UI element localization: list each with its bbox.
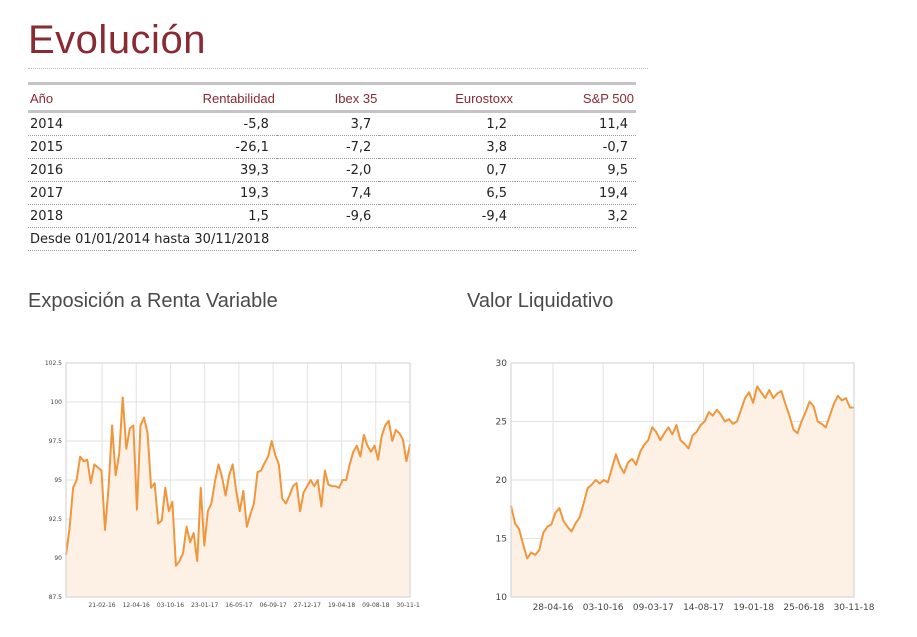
cell-eurostoxx: -9,4 (379, 204, 516, 228)
cell-ibex35: 3,7 (276, 111, 380, 136)
table-row: 2015 -26,1 -7,2 3,8 -0,7 (28, 135, 636, 159)
y-tick-label: 90 (54, 555, 62, 562)
series-line (65, 396, 411, 567)
cell-year: 2016 (28, 158, 110, 182)
header-rentabilidad: Rentabilidad (109, 82, 277, 113)
cell-rentabilidad: -5,8 (109, 111, 277, 136)
header-ibex35: Ibex 35 (276, 82, 380, 113)
plot-frame (510, 362, 855, 598)
title-divider (28, 68, 648, 69)
header-sp500: S&P 500 (515, 82, 636, 113)
valor-chart: 10 15 20 25 30 28-04-16 03-10-16 09-03-17 14-08-… (486, 345, 886, 619)
y-tick-label: 20 (496, 476, 508, 486)
page-title: Evolución (28, 18, 206, 62)
cell-rentabilidad: 1,5 (109, 204, 277, 228)
cell-eurostoxx: 0,7 (379, 158, 516, 182)
x-tick-label: 28-04-16 (533, 603, 574, 613)
table-note-row: Desde 01/01/2014 hasta 30/11/2018 (28, 227, 636, 251)
cell-rentabilidad: 19,3 (109, 181, 277, 205)
table-row: 2016 39,3 -2,0 0,7 9,5 (28, 158, 636, 182)
table-row: 2017 19,3 7,4 6,5 19,4 (28, 181, 636, 205)
series-area (66, 397, 410, 597)
exposicion-chart-svg: 87.5 90 92.5 95 97.5 100 102.5 21-02-16 12-04-16… (45, 360, 424, 609)
y-tick-label: 97.5 (49, 438, 63, 445)
x-tick-label: 16-05-17 (225, 602, 252, 609)
cell-sp500: 19,4 (515, 181, 636, 205)
cell-rentabilidad: -26,1 (109, 135, 277, 159)
y-tick-label: 100 (51, 399, 63, 406)
cell-ibex35: -9,6 (276, 204, 380, 228)
y-tick-label: 30 (496, 359, 508, 369)
cell-eurostoxx: 1,2 (379, 111, 516, 136)
x-tick-label: 30-11-18 (834, 603, 875, 613)
evolution-table: Año Rentabilidad Ibex 35 Eurostoxx S&P 5… (28, 82, 636, 251)
plot-frame (65, 362, 411, 598)
y-tick-label: 25 (496, 418, 507, 428)
cell-sp500: 11,4 (515, 111, 636, 136)
y-tick-label: 15 (496, 535, 507, 545)
series-area (511, 386, 854, 597)
x-tick-label: 19-04-18 (328, 602, 355, 609)
cell-year: 2014 (28, 111, 110, 136)
x-tick-label: 03-10-16 (157, 602, 184, 609)
valor-chart-svg: 10 15 20 25 30 28-04-16 03-10-16 09-03-17 14-08-… (496, 359, 875, 613)
header-eurostoxx: Eurostoxx (379, 82, 516, 113)
x-tick-label: 06-09-17 (259, 602, 286, 609)
cell-ibex35: 7,4 (276, 181, 380, 205)
x-tick-label: 12-04-16 (123, 602, 150, 609)
cell-rentabilidad: 39,3 (109, 158, 277, 182)
y-tick-label: 87.5 (49, 594, 63, 601)
x-tick-label: 27-12-17 (294, 602, 321, 609)
x-tick-label: 25-06-18 (783, 603, 824, 613)
x-tick-label: 23-01-17 (191, 602, 218, 609)
header-year: Año (28, 82, 110, 113)
x-tick-label: 30-11-18 (396, 602, 420, 609)
table-header-row: Año Rentabilidad Ibex 35 Eurostoxx S&P 5… (28, 82, 636, 113)
cell-ibex35: -2,0 (276, 158, 380, 182)
exposicion-title: Exposición a Renta Variable (28, 290, 278, 312)
x-tick-label: 14-08-17 (683, 603, 724, 613)
exposicion-chart: 87.5 90 92.5 95 97.5 100 102.5 21-02-16 12-04-16… (20, 345, 424, 619)
cell-year: 2015 (28, 135, 110, 159)
y-tick-label: 10 (496, 593, 508, 603)
x-tick-label: 03-10-16 (583, 603, 624, 613)
y-tick-label: 92.5 (49, 516, 63, 523)
y-tick-label: 102.5 (45, 360, 62, 367)
date-range-note: Desde 01/01/2014 hasta 30/11/2018 (28, 227, 636, 251)
x-tick-label: 09-03-17 (633, 603, 674, 613)
cell-year: 2017 (28, 181, 110, 205)
cell-year: 2018 (28, 204, 110, 228)
x-tick-label: 19-01-18 (733, 603, 774, 613)
cell-eurostoxx: 3,8 (379, 135, 516, 159)
cell-sp500: -0,7 (515, 135, 636, 159)
cell-eurostoxx: 6,5 (379, 181, 516, 205)
cell-sp500: 3,2 (515, 204, 636, 228)
valor-title: Valor Liquidativo (467, 290, 614, 312)
table-row: 2014 -5,8 3,7 1,2 11,4 (28, 111, 636, 136)
cell-ibex35: -7,2 (276, 135, 380, 159)
series-line (510, 385, 854, 560)
y-tick-label: 95 (54, 477, 62, 484)
x-tick-label: 09-08-18 (362, 602, 389, 609)
x-tick-label: 21-02-16 (88, 602, 115, 609)
table-row: 2018 1,5 -9,6 -9,4 3,2 (28, 204, 636, 228)
cell-sp500: 9,5 (515, 158, 636, 182)
